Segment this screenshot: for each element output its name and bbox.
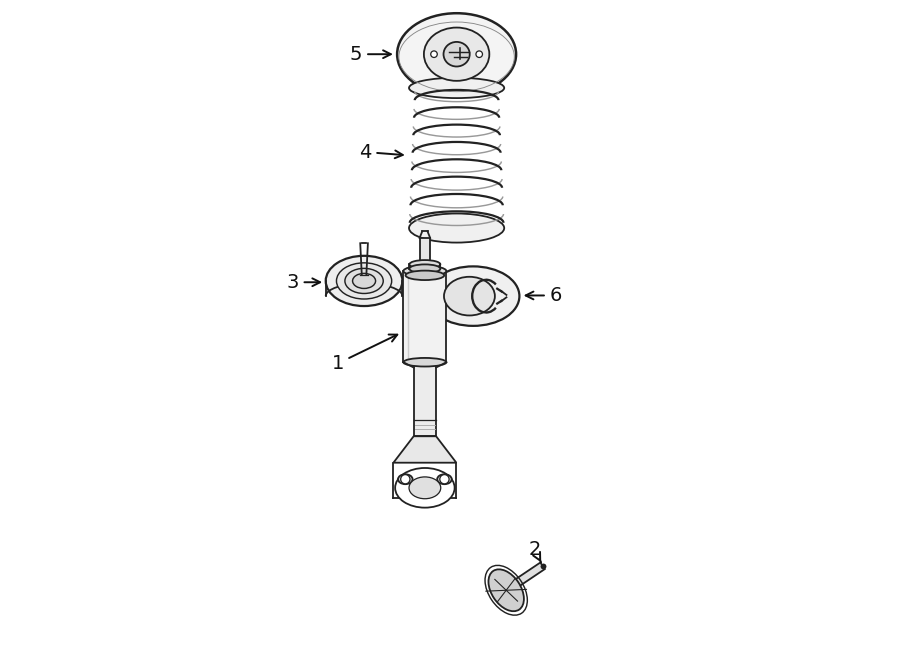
Ellipse shape	[409, 214, 504, 243]
Ellipse shape	[424, 28, 490, 81]
Ellipse shape	[406, 270, 445, 280]
Text: 4: 4	[359, 143, 403, 161]
Text: 1: 1	[331, 334, 397, 373]
Ellipse shape	[403, 358, 446, 366]
Ellipse shape	[395, 468, 454, 508]
Text: 6: 6	[526, 286, 562, 305]
Ellipse shape	[398, 474, 412, 484]
Circle shape	[476, 51, 482, 58]
Ellipse shape	[427, 266, 519, 326]
Ellipse shape	[403, 266, 446, 276]
Polygon shape	[403, 271, 446, 362]
Polygon shape	[414, 362, 436, 436]
Polygon shape	[393, 436, 456, 463]
Ellipse shape	[444, 42, 470, 67]
Ellipse shape	[444, 277, 495, 315]
Ellipse shape	[410, 264, 440, 273]
Ellipse shape	[489, 569, 524, 611]
Text: 3: 3	[286, 273, 320, 292]
Ellipse shape	[353, 274, 375, 288]
Ellipse shape	[410, 260, 440, 269]
Ellipse shape	[409, 78, 504, 98]
Ellipse shape	[397, 13, 516, 95]
Ellipse shape	[437, 474, 452, 484]
Ellipse shape	[409, 477, 441, 498]
Ellipse shape	[345, 268, 383, 293]
Text: 2: 2	[528, 541, 541, 563]
Polygon shape	[504, 563, 544, 594]
Circle shape	[440, 475, 449, 484]
Text: 5: 5	[350, 45, 391, 63]
Circle shape	[400, 475, 410, 484]
Polygon shape	[419, 238, 430, 261]
Ellipse shape	[337, 263, 392, 299]
Circle shape	[431, 51, 437, 58]
Ellipse shape	[326, 256, 402, 306]
